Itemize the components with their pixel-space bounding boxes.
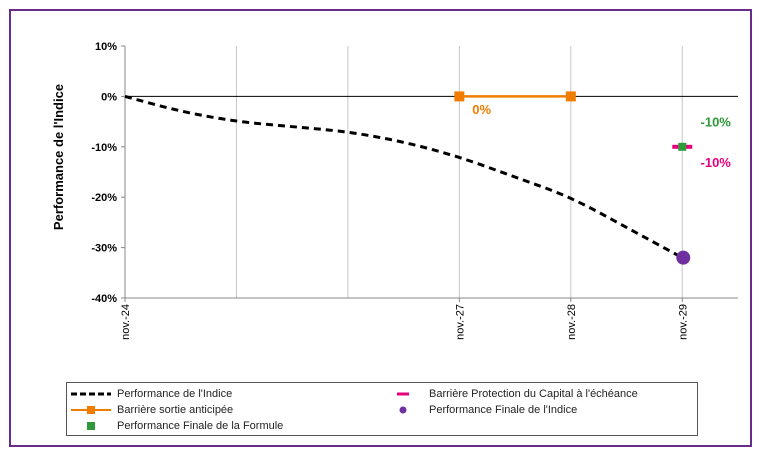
data-annotation: -10% [701, 155, 732, 170]
data-annotation: 0% [472, 102, 491, 117]
legend-item: Performance Finale de la Formule [69, 418, 283, 434]
x-tick-label: nov.-27 [454, 304, 466, 340]
legend-label: Barrière Protection du Capital à l'échéa… [429, 388, 638, 400]
legend-item: Performance de l'Indice [69, 386, 232, 402]
legend-label: Performance Finale de l'Indice [429, 404, 578, 416]
y-tick-label: -40% [91, 293, 117, 305]
legend-swatch [69, 419, 113, 433]
y-tick-label: -30% [91, 243, 117, 255]
legend-label: Barrière sortie anticipée [117, 404, 234, 416]
legend-swatch [381, 403, 425, 417]
y-tick-label: 10% [95, 41, 117, 53]
legend-item: Performance Finale de l'Indice [381, 402, 577, 418]
legend-item: Barrière Protection du Capital à l'échéa… [381, 386, 638, 402]
legend-item: Barrière sortie anticipée [69, 402, 233, 418]
y-tick-label: 0% [101, 91, 117, 103]
barriere-sortie-marker [565, 91, 576, 102]
performance-finale-indice-marker [676, 250, 691, 265]
x-tick-label: nov.-29 [677, 304, 689, 340]
performance-finale-formule-marker [678, 142, 687, 151]
legend-swatch [69, 403, 113, 417]
legend-swatch [381, 387, 425, 401]
y-tick-label: -20% [91, 192, 117, 204]
y-axis-label: Performance de l'Indice [51, 84, 66, 230]
chart-frame [9, 9, 752, 447]
barriere-sortie-marker [454, 91, 465, 102]
series-line-performance-indice [124, 94, 683, 259]
legend-label: Performance de l'Indice [117, 388, 233, 400]
y-tick-label: -10% [91, 142, 117, 154]
x-tick-label: nov.-28 [566, 304, 578, 340]
legend-label: Performance Finale de la Formule [117, 420, 284, 432]
chart-legend: Performance de l'Indice Barrière Protecti… [66, 382, 698, 436]
data-annotation: -10% [701, 115, 732, 130]
legend-swatch [69, 387, 113, 401]
x-tick-label: nov.-24 [120, 304, 132, 340]
